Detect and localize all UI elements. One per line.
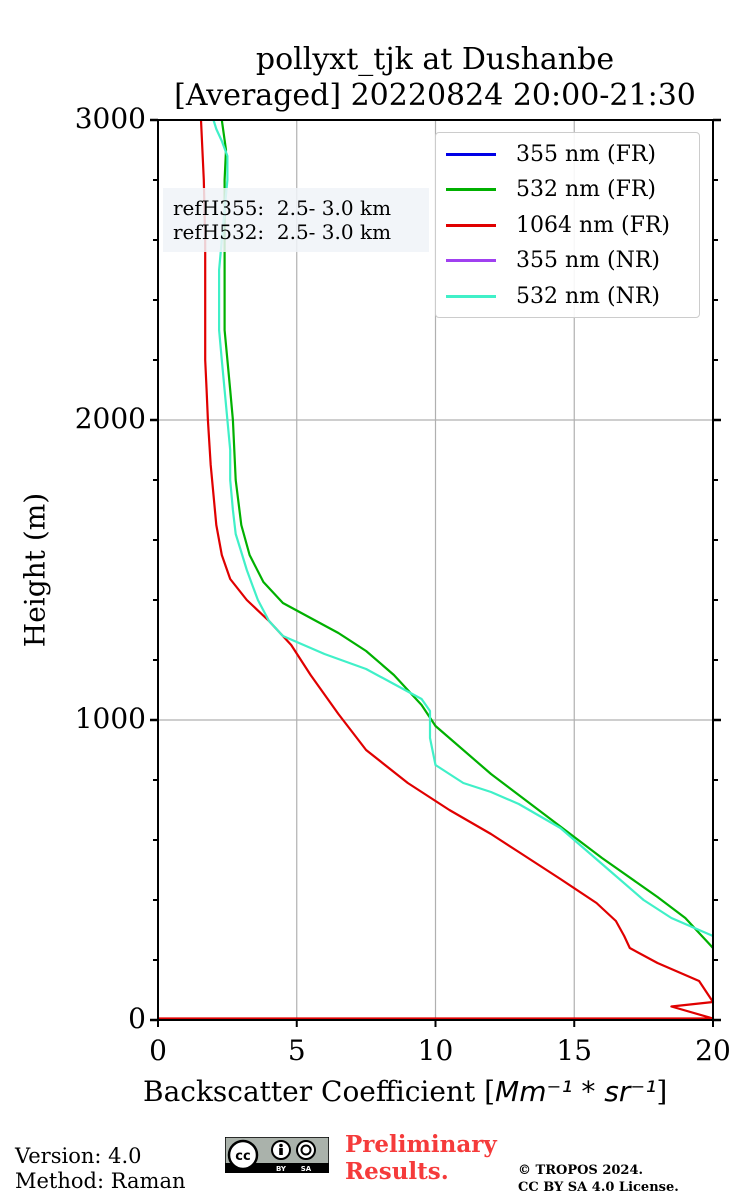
legend-item: 532 nm (NR) [446,281,660,311]
y-tick-label: 3000 [74,102,146,135]
x-tick-label: 5 [287,1034,306,1067]
x-tick-label: 20 [695,1034,731,1067]
chart-title-line2: [Averaged] 20220824 20:00-21:30 [174,78,696,113]
axis-ticks [150,118,721,1027]
legend-item: 532 nm (FR) [446,175,656,205]
copyright-line1: © TROPOS 2024. [518,1163,644,1178]
ref-height-532: refH532: 2.5- 3.0 km [173,220,392,244]
legend-swatch [446,223,496,227]
preliminary-text-line1: Preliminary [345,1131,497,1158]
series-line-532-nm-fr- [220,119,714,949]
y-tick-label: 1000 [74,702,146,735]
preliminary-text-line2: Results. [345,1158,449,1185]
copyright-line2: CC BY SA 4.0 License. [518,1180,679,1195]
legend-swatch [446,294,496,298]
x-tick-label: 15 [556,1034,593,1067]
y-tick-label: 2000 [74,402,146,435]
by-text: BY [276,1165,287,1173]
legend-label: 355 nm (FR) [516,141,657,167]
legend-item: 355 nm (NR) [446,246,660,276]
legend-item: 1064 nm (FR) [446,210,670,240]
legend-swatch [446,259,496,262]
x-axis-label: Backscatter Coefficient [Mm⁻¹ * sr⁻¹] [143,1075,667,1108]
method-text: Method: Raman [15,1169,186,1193]
version-text: Version: 4.0 [15,1144,142,1168]
legend-swatch [446,152,496,156]
legend-label: 532 nm (FR) [516,177,657,202]
x-tick-label: 0 [149,1034,167,1067]
ref-height-355: refH355: 2.5- 3.0 km [173,196,392,220]
x-axis-label-text: Backscatter Coefficient [ [143,1075,496,1108]
y-tick-label: 0 [128,1002,146,1035]
cc-by-sa-icon: cc BY SA [225,1137,329,1173]
cc-text: cc [235,1149,250,1164]
reference-height-box: refH355: 2.5- 3.0 km refH532: 2.5- 3.0 k… [163,188,429,252]
x-axis-label-units: Mm⁻¹ * sr⁻¹ [495,1075,657,1108]
sa-text: SA [301,1165,312,1173]
x-axis-label-end: ] [656,1075,668,1108]
legend-label: 532 nm (NR) [516,283,660,309]
legend-swatch [446,188,496,191]
series-line-1064-nm-fr- [158,119,715,1020]
legend: 355 nm (FR) 532 nm (FR) 1064 nm (FR) 355 nm… [435,132,700,318]
chart-title-line1: pollyxt_tjk at Dushanbe [255,42,615,77]
legend-item: 355 nm (FR) [446,139,656,169]
legend-label: 1064 nm (FR) [516,212,670,238]
x-tick-label: 10 [417,1034,454,1067]
y-axis-label: Height (m) [18,492,52,648]
legend-label: 355 nm (NR) [516,248,660,273]
